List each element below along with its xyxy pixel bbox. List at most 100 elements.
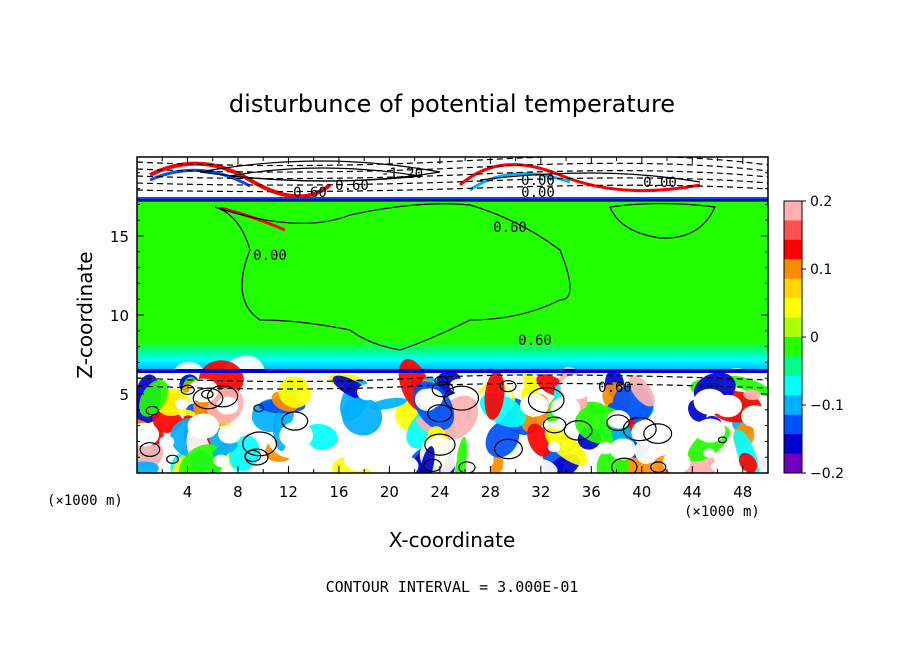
x-tick-label: 20 <box>380 483 399 501</box>
turbulence-cell-neutral <box>318 398 329 407</box>
turbulence-cell-neutral <box>159 435 175 448</box>
contour-label: 0.60 <box>518 333 552 349</box>
turbulence-cell <box>419 446 435 473</box>
contour-line-zero <box>214 203 571 351</box>
contour-eddy <box>242 431 278 457</box>
turbulence-cell-neutral <box>662 451 691 473</box>
x-tick-label: 40 <box>632 483 651 501</box>
y-axis-ticks: 5 10 15 <box>110 172 768 458</box>
y-axis-label: Z-coordinate <box>73 251 97 378</box>
contour-line-negative <box>137 374 768 383</box>
contour-eddy <box>606 414 630 432</box>
turbulence-cell-neutral <box>188 378 219 403</box>
colorbar-segment <box>784 453 802 474</box>
y-tick-label: 15 <box>110 228 129 246</box>
contour-eddy <box>424 433 456 456</box>
contour-label: 0.60 <box>493 220 527 236</box>
contour-eddy <box>244 448 269 466</box>
colorbar-segment <box>784 317 802 338</box>
y-tick-label: 5 <box>119 386 129 404</box>
turbulence-cell-neutral <box>618 445 632 457</box>
turbulence-cell-neutral <box>216 396 239 415</box>
colorbar-tick-label: 0.1 <box>810 262 832 278</box>
contour-label: -1.20 <box>381 166 423 182</box>
contour-eddy <box>253 404 265 413</box>
contour-label: 0.60 <box>335 178 369 194</box>
colorbar-segment <box>784 259 802 280</box>
turbulence-cell-neutral <box>175 398 189 410</box>
contour-eddy <box>434 375 449 386</box>
contour-label: 0.00 <box>643 175 677 191</box>
contour-line-negative <box>137 157 768 167</box>
x-tick-label: 12 <box>279 483 298 501</box>
turbulence-cell-neutral <box>750 420 762 429</box>
turbulence-cell-neutral <box>187 413 219 439</box>
contour-eddy <box>717 436 728 444</box>
turbulence-cell-neutral <box>394 456 419 473</box>
contour-label: 0.60 <box>598 380 632 396</box>
contour-eddy <box>145 405 159 416</box>
contour-line-negative <box>137 162 768 173</box>
contour-eddy <box>458 461 476 473</box>
contour-eddy <box>643 423 673 444</box>
x-tick-label: 32 <box>531 483 550 501</box>
turbulence-cell-neutral <box>703 448 715 458</box>
colorbar-segment <box>784 337 802 357</box>
turbulence-cell <box>528 458 558 473</box>
contour-eddy <box>611 457 638 473</box>
contour-line-negative <box>137 184 768 193</box>
contour-eddy <box>281 411 309 431</box>
sponge-streak <box>149 161 332 199</box>
contour-lines <box>137 157 768 473</box>
x-axis-unit-left: (×1000 m) <box>47 493 123 509</box>
x-tick-label: 4 <box>183 483 193 501</box>
contour-eddy <box>494 438 523 460</box>
colorbar-segment <box>784 239 802 260</box>
turbulence-cell-neutral <box>607 410 631 429</box>
colorbar: 0.2 0.1 0 −0.1 −0.2 <box>783 194 844 482</box>
turbulence-cell <box>738 452 758 473</box>
x-tick-label: 36 <box>582 483 601 501</box>
colorbar-segment <box>784 434 802 455</box>
contour-eddy <box>166 454 179 464</box>
contour-labels: -1.200.600.600.000.000.000.600.600.600.0… <box>253 166 677 396</box>
contour-interval-note: CONTOUR INTERVAL = 3.000E-01 <box>326 578 579 596</box>
contour-line-negative <box>137 177 768 186</box>
chart-title: disturbunce of potential temperature <box>229 90 675 118</box>
turbulence-cell-neutral <box>357 446 380 465</box>
colorbar-segment <box>784 375 802 396</box>
turbulence-cell-neutral <box>598 442 614 455</box>
turbulence-cell <box>544 427 588 466</box>
colorbar-segment <box>784 298 802 319</box>
contour-eddy <box>206 385 239 408</box>
contour-eddy <box>139 442 161 457</box>
x-axis-unit-right: (×1000 m) <box>684 504 760 520</box>
turbulence-cell <box>137 461 159 473</box>
turbulence-cell-neutral <box>356 384 377 401</box>
turbulence-cell <box>341 397 383 436</box>
contour-eddy <box>427 404 453 423</box>
turbulence-blobs <box>137 161 768 473</box>
turbulence-cell <box>628 374 655 407</box>
contour-eddy <box>431 381 454 398</box>
contour-eddy <box>527 387 565 414</box>
turbulence-cell-neutral <box>560 374 593 400</box>
colorbar-segment <box>784 201 802 221</box>
x-axis-ticks: 4 8 12 16 20 24 28 32 36 40 44 48 <box>161 157 752 501</box>
contour-eddy <box>443 385 480 411</box>
plot-field: -1.200.600.600.000.000.000.600.600.600.0… <box>137 157 768 473</box>
contour-line-zero <box>609 202 716 239</box>
sponge-streak <box>459 163 701 193</box>
turbulence-cell <box>212 441 238 457</box>
turbulence-cell-neutral <box>695 418 726 443</box>
contour-label: 0.00 <box>521 185 555 201</box>
turbulence-cell <box>527 423 551 457</box>
colorbar-tick-label: −0.1 <box>810 398 844 414</box>
turbulence-cell-neutral <box>137 422 160 447</box>
y-tick-label: 10 <box>110 307 129 325</box>
x-tick-label: 16 <box>329 483 348 501</box>
contour-line-negative <box>137 382 768 390</box>
turbulence-cell-neutral <box>213 454 230 468</box>
contour-line-negative <box>137 170 768 180</box>
